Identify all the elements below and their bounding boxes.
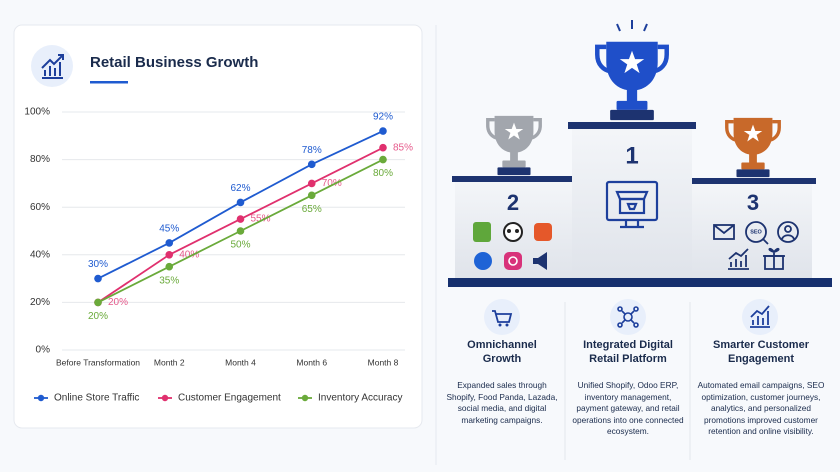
x-tick-label: Month 8 (368, 357, 399, 367)
card-text: Expanded sales through Shopify, Food Pan… (446, 380, 558, 425)
podium-base (448, 278, 832, 287)
card-icons (484, 299, 778, 335)
legend-marker (37, 394, 45, 402)
x-tick-label: Before Transformation (56, 357, 140, 367)
place-number: 2 (507, 190, 519, 215)
seo-badge: SEO (750, 229, 762, 235)
legend-label: Inventory Accuracy (318, 393, 402, 404)
data-label: 45% (159, 224, 179, 235)
data-label: 92% (373, 112, 393, 123)
card-text: Automated email campaigns, SEO optimizat… (697, 380, 825, 437)
x-tick-label: Month 6 (296, 357, 327, 367)
data-label: 85% (393, 142, 413, 153)
data-point (379, 143, 387, 152)
data-label: 20% (88, 311, 108, 322)
y-tick-label: 20% (30, 297, 50, 308)
y-tick-label: 40% (30, 249, 50, 260)
y-tick-label: 100% (24, 107, 50, 118)
trophy-first (597, 42, 666, 120)
podium-third (692, 180, 812, 280)
chart-title: Retail Business Growth (90, 54, 258, 71)
place-number: 1 (625, 142, 638, 169)
trophy-second (486, 114, 542, 177)
data-point (236, 198, 245, 207)
legend-label: Customer Engagement (178, 393, 281, 404)
data-label: 35% (159, 275, 179, 286)
data-label: 20% (108, 297, 128, 308)
title-icon (31, 45, 73, 87)
data-point (236, 227, 245, 235)
podium-top (568, 122, 696, 129)
legend-marker (161, 394, 169, 402)
title-icon-glyph (41, 54, 64, 79)
card: Integrated Digital Retail Platform Unifie… (566, 296, 690, 464)
x-tick-label: Month 4 (225, 357, 256, 367)
data-label: 65% (302, 204, 322, 215)
data-point (307, 179, 316, 188)
data-label: 30% (88, 259, 108, 270)
card-title: Smarter Customer Engagement (713, 339, 809, 365)
card-text: Unified Shopify, Odoo ERP, inventory man… (572, 380, 684, 437)
card: Smarter Customer Engagement Automated ema… (692, 296, 830, 464)
data-label: 62% (230, 183, 250, 194)
place-number: 3 (747, 190, 759, 215)
data-point (165, 239, 174, 247)
data-point (379, 127, 387, 135)
data-point (94, 274, 102, 283)
rays (616, 20, 648, 32)
data-label: 50% (230, 240, 250, 251)
store-monitor-icon (605, 180, 659, 229)
data-label: 55% (251, 214, 271, 225)
data-label: 80% (373, 168, 393, 179)
legend-marker (301, 394, 309, 402)
data-point (307, 160, 316, 169)
podium-top (692, 178, 816, 184)
podium-first (572, 125, 692, 280)
trophy-third (725, 116, 781, 179)
x-tick-label: Month 2 (154, 357, 185, 367)
podium-top (452, 176, 572, 182)
y-tick-label: 0% (36, 345, 51, 356)
data-point (165, 262, 174, 271)
legend-label: Online Store Traffic (54, 393, 139, 404)
social-icons (473, 222, 552, 270)
data-point (307, 191, 316, 200)
engagement-icons (713, 221, 799, 270)
data-label: 78% (302, 145, 322, 156)
data-point (379, 155, 387, 164)
y-tick-label: 60% (30, 202, 50, 213)
data-point (236, 215, 245, 223)
data-point (165, 251, 174, 259)
chart-card (13, 24, 423, 429)
title-underline (90, 81, 128, 84)
data-label: 40% (179, 249, 199, 260)
card-title: Integrated Digital Retail Platform (583, 339, 673, 365)
y-tick-label: 80% (30, 154, 50, 165)
data-label: 70% (322, 178, 342, 189)
data-point (94, 298, 102, 307)
card: Omnichannel Growth Expanded sales through… (440, 296, 564, 464)
card-title: Omnichannel Growth (467, 339, 537, 365)
